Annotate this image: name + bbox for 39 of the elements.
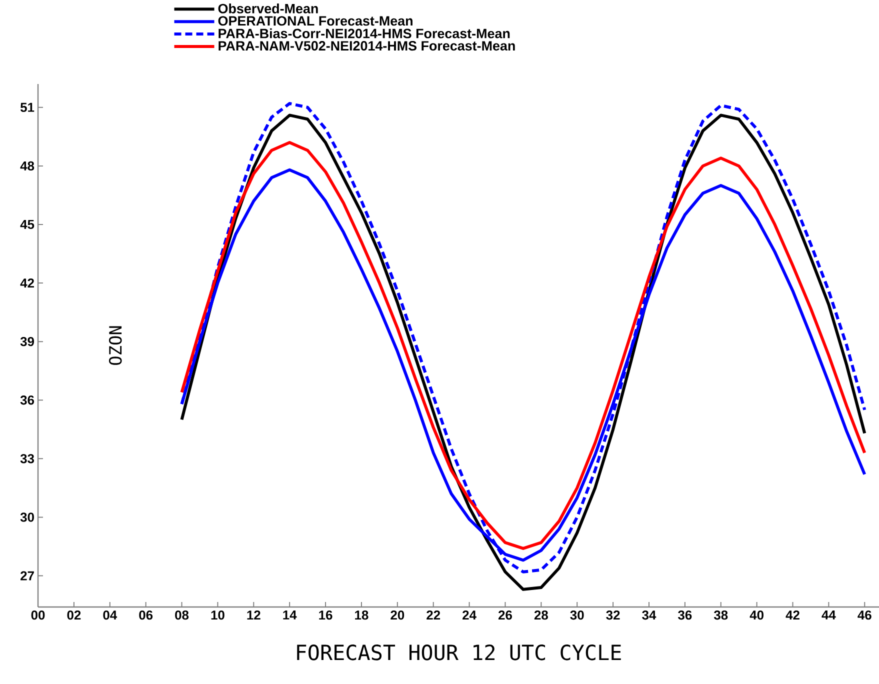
y-tick-label: 27 bbox=[20, 571, 34, 580]
x-tick-label: 04 bbox=[103, 610, 118, 620]
x-tick-label: 42 bbox=[786, 610, 800, 620]
y-axis-title: OZON bbox=[108, 326, 122, 365]
x-tick-label: 32 bbox=[606, 610, 620, 620]
x-tick-label: 46 bbox=[858, 610, 872, 620]
x-tick-label: 38 bbox=[714, 610, 728, 620]
x-tick-label: 22 bbox=[426, 610, 440, 620]
x-tick-label: 30 bbox=[570, 610, 584, 620]
x-tick-label: 18 bbox=[355, 610, 368, 620]
x-tick-label: 08 bbox=[175, 610, 189, 620]
x-tick-label: 24 bbox=[462, 610, 476, 620]
x-tick-label: 06 bbox=[139, 610, 153, 620]
x-tick-label: 10 bbox=[211, 610, 224, 620]
x-tick-label: 20 bbox=[390, 610, 404, 620]
x-tick-label: 12 bbox=[247, 610, 260, 620]
y-tick-label: 30 bbox=[20, 512, 34, 522]
y-tick-label: 39 bbox=[20, 336, 34, 346]
legend-label: PARA-NAM-V502-NEI2014-HMS Forecast-Mean bbox=[218, 41, 515, 51]
x-tick-label: 16 bbox=[319, 610, 332, 620]
x-tick-label: 02 bbox=[67, 610, 81, 620]
x-tick-label: 36 bbox=[678, 610, 692, 620]
x-tick-label: 28 bbox=[534, 610, 548, 620]
x-tick-label: 40 bbox=[750, 610, 764, 620]
x-tick-label: 14 bbox=[283, 610, 297, 620]
x-axis-title: FORECAST HOUR 12 UTC CYCLE bbox=[297, 644, 621, 660]
y-tick-label: 51 bbox=[20, 102, 34, 112]
x-tick-label: 34 bbox=[642, 610, 656, 620]
legend-label: PARA-Bias-Corr-NEI2014-HMS Forecast-Mean bbox=[218, 28, 510, 38]
y-tick-label: 45 bbox=[20, 220, 34, 230]
y-tick-label: 42 bbox=[20, 278, 34, 288]
x-tick-label: 26 bbox=[498, 610, 512, 620]
y-tick-label: 36 bbox=[20, 396, 34, 405]
y-tick-label: 33 bbox=[20, 454, 34, 464]
legend-label: OPERATIONAL Forecast-Mean bbox=[218, 16, 412, 26]
x-tick-label: 00 bbox=[31, 610, 45, 620]
y-tick-label: 48 bbox=[20, 161, 34, 171]
x-tick-label: 44 bbox=[822, 610, 836, 620]
legend-label: Observed-Mean bbox=[218, 4, 318, 14]
